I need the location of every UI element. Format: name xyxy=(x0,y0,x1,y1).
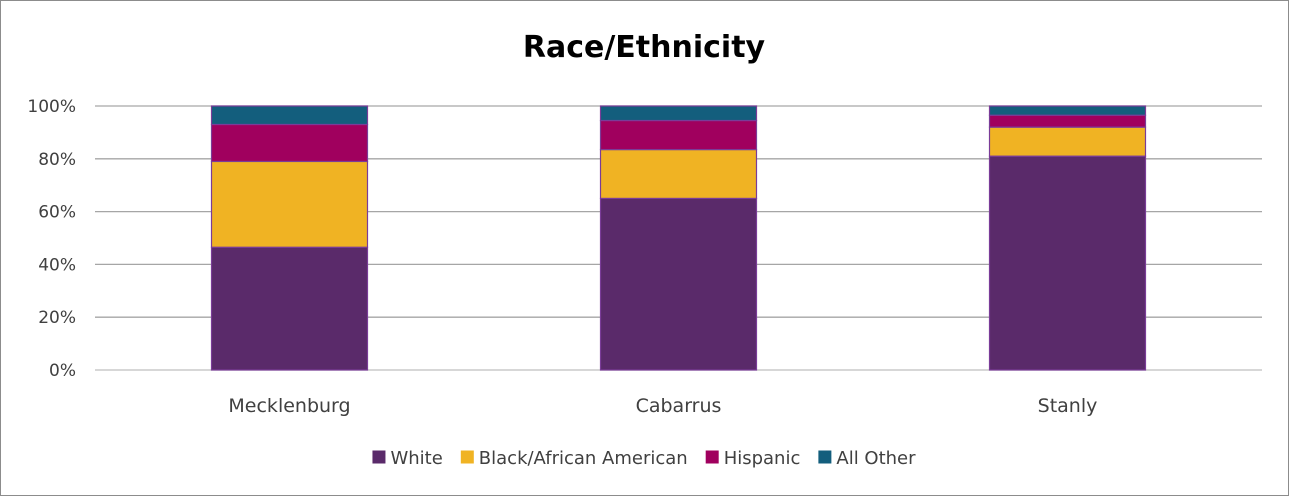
bar-segment xyxy=(988,105,1147,116)
bar-segment xyxy=(210,246,369,371)
y-tick-label: 20% xyxy=(38,308,76,328)
legend: White Black/African American Hispanic All O… xyxy=(372,448,916,469)
legend-swatch xyxy=(705,450,719,464)
legend-label: White xyxy=(390,448,442,469)
x-axis-labels: Mecklenburg Cabarrus Stanly xyxy=(228,395,1097,417)
y-tick-label: 0% xyxy=(49,361,76,381)
bar-segment xyxy=(210,105,369,126)
legend-label: Hispanic xyxy=(724,448,801,469)
y-tick-label: 80% xyxy=(38,150,76,170)
y-tick-label: 100% xyxy=(27,97,76,117)
y-axis-ticks: 0% 20% 40% 60% 80% 100% xyxy=(27,97,76,381)
legend-swatch xyxy=(460,450,474,464)
bar-segment xyxy=(599,197,758,371)
x-category-label: Stanly xyxy=(1038,395,1098,417)
bar-segment xyxy=(210,160,369,248)
bars xyxy=(210,105,1147,371)
bar-segment xyxy=(988,126,1147,157)
x-category-label: Mecklenburg xyxy=(228,395,350,417)
bar-segment xyxy=(988,114,1147,128)
y-tick-label: 40% xyxy=(38,255,76,275)
legend-swatch xyxy=(372,450,386,464)
y-tick-label: 60% xyxy=(38,203,76,223)
chart-title: Race/Ethnicity xyxy=(523,30,766,65)
x-category-label: Cabarrus xyxy=(636,395,722,417)
legend-label: Black/African American xyxy=(479,448,688,469)
legend-swatch xyxy=(818,450,832,464)
bar-segment xyxy=(599,119,758,151)
bar-segment xyxy=(210,123,369,163)
bar-segment xyxy=(988,155,1147,371)
bar-segment xyxy=(599,148,758,199)
legend-label: All Other xyxy=(836,448,916,469)
bar-segment xyxy=(599,105,758,122)
